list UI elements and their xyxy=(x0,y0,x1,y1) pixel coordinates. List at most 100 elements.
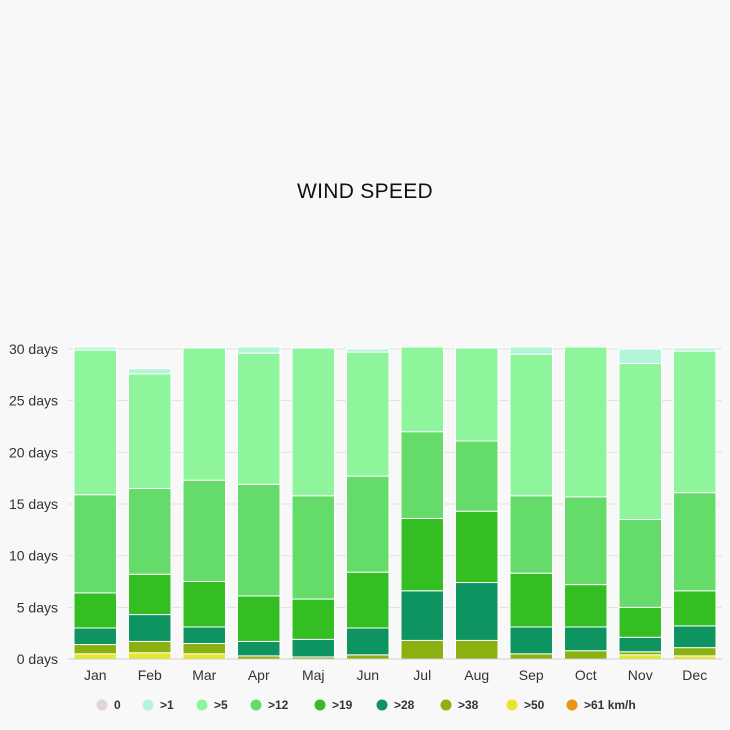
bar-segment-feb-3 xyxy=(127,488,172,575)
bar-segment-jun-4 xyxy=(345,571,390,629)
bar-segment-mar-5 xyxy=(182,626,227,645)
y-tick-label: 0 days xyxy=(17,651,58,667)
x-tick-label: Dec xyxy=(682,667,707,683)
bar-segment-jul-4 xyxy=(400,517,445,592)
x-tick-label: Jul xyxy=(413,667,431,683)
x-tick-label: Jan xyxy=(84,667,107,683)
bar-segment-apr-3 xyxy=(236,483,281,597)
bar-segment-dec-1 xyxy=(672,347,717,352)
bar-segment-jul-2 xyxy=(400,346,445,433)
legend-marker xyxy=(440,699,452,711)
bar-segment-feb-5 xyxy=(127,614,172,642)
bar-segment-jan-7 xyxy=(73,653,118,660)
x-tick-label: Aug xyxy=(464,667,489,683)
x-tick-label: Oct xyxy=(575,667,597,683)
bar-segment-jun-5 xyxy=(345,627,390,656)
x-tick-label: Mar xyxy=(192,667,216,683)
bar-segment-maj-3 xyxy=(291,495,336,600)
bar-segment-dec-4 xyxy=(672,590,717,627)
y-tick-label: 25 days xyxy=(9,393,58,409)
bar-segment-feb-7 xyxy=(127,652,172,660)
legend-label: >50 xyxy=(524,698,545,712)
bar-segment-jun-3 xyxy=(345,475,390,573)
bar-segment-aug-6 xyxy=(454,639,499,660)
bar-segment-maj-2 xyxy=(291,347,336,497)
bar-segment-nov-3 xyxy=(618,519,663,608)
legend-marker xyxy=(314,699,326,711)
bar-segment-nov-1 xyxy=(618,348,663,364)
legend-label: >38 xyxy=(458,698,479,712)
legend-marker xyxy=(506,699,518,711)
bar-segment-apr-5 xyxy=(236,640,281,657)
x-tick-label: Maj xyxy=(302,667,325,683)
y-tick-label: 5 days xyxy=(17,599,58,615)
bar-segment-sep-3 xyxy=(509,495,554,574)
bar-segment-maj-5 xyxy=(291,638,336,658)
bar-segment-jun-2 xyxy=(345,351,390,477)
bar-segment-jan-2 xyxy=(73,349,118,496)
bar-segment-jan-1 xyxy=(73,346,118,351)
legend-marker xyxy=(566,699,578,711)
bar-segment-aug-4 xyxy=(454,510,499,584)
bar-segment-aug-5 xyxy=(454,582,499,641)
bar-segment-jul-3 xyxy=(400,431,445,519)
bar-segment-nov-2 xyxy=(618,362,663,521)
x-tick-label: Nov xyxy=(628,667,653,683)
y-tick-label: 20 days xyxy=(9,444,58,460)
bar-segment-jan-5 xyxy=(73,627,118,646)
bar-segment-sep-4 xyxy=(509,572,554,628)
chart-title: WIND SPEED xyxy=(296,180,433,203)
bar-segment-feb-2 xyxy=(127,373,172,489)
bar-segment-oct-4 xyxy=(563,584,608,628)
legend-label: >1 xyxy=(160,698,174,712)
bar-segment-jan-4 xyxy=(73,592,118,629)
legend-label: 0 xyxy=(114,698,121,712)
bar-segment-feb-1 xyxy=(127,368,172,375)
x-tick-label: Apr xyxy=(248,667,270,683)
bar-segment-jan-6 xyxy=(73,644,118,655)
legend-marker xyxy=(142,699,154,711)
bar-segment-feb-6 xyxy=(127,640,172,654)
bar-segment-aug-3 xyxy=(454,440,499,512)
bar-segment-jun-6 xyxy=(345,654,390,660)
bar-segment-nov-5 xyxy=(618,636,663,653)
bar-segment-jun-1 xyxy=(345,348,390,353)
bar-segment-nov-4 xyxy=(618,606,663,638)
bar-segment-mar-6 xyxy=(182,643,227,655)
x-tick-label: Jun xyxy=(356,667,379,683)
y-tick-label: 30 days xyxy=(9,341,58,357)
bar-segment-mar-7 xyxy=(182,653,227,660)
legend-label: >61 km/h xyxy=(584,698,636,712)
bar-segment-oct-5 xyxy=(563,626,608,652)
bar-segment-apr-4 xyxy=(236,595,281,642)
bar-segment-mar-3 xyxy=(182,479,227,583)
legend-label: >19 xyxy=(332,698,353,712)
bar-segment-nov-7 xyxy=(618,654,663,660)
legend-marker xyxy=(250,699,262,711)
bar-segment-sep-6 xyxy=(509,653,554,660)
bar-segment-dec-2 xyxy=(672,350,717,494)
bar-segment-jul-6 xyxy=(400,639,445,660)
bar-segment-feb-4 xyxy=(127,573,172,616)
legend-marker xyxy=(196,699,208,711)
x-tick-label: Sep xyxy=(519,667,544,683)
x-tick-label: Feb xyxy=(138,667,162,683)
bar-segment-sep-2 xyxy=(509,353,554,497)
y-tick-label: 10 days xyxy=(9,548,58,564)
bar-segment-apr-2 xyxy=(236,352,281,485)
legend-label: >28 xyxy=(394,698,415,712)
y-tick-label: 15 days xyxy=(9,496,58,512)
bar-segment-apr-1 xyxy=(236,346,281,354)
bar-segment-dec-5 xyxy=(672,625,717,649)
bar-segment-mar-2 xyxy=(182,347,227,481)
bar-segment-oct-2 xyxy=(563,346,608,498)
bar-segment-sep-5 xyxy=(509,626,554,655)
bar-segment-dec-3 xyxy=(672,492,717,592)
legend-marker xyxy=(96,699,108,711)
bar-segment-dec-6 xyxy=(672,647,717,657)
bar-segment-sep-1 xyxy=(509,346,554,355)
bar-segment-jul-5 xyxy=(400,590,445,641)
bar-segment-maj-4 xyxy=(291,598,336,640)
bar-segment-oct-3 xyxy=(563,496,608,586)
legend-label: >5 xyxy=(214,698,228,712)
